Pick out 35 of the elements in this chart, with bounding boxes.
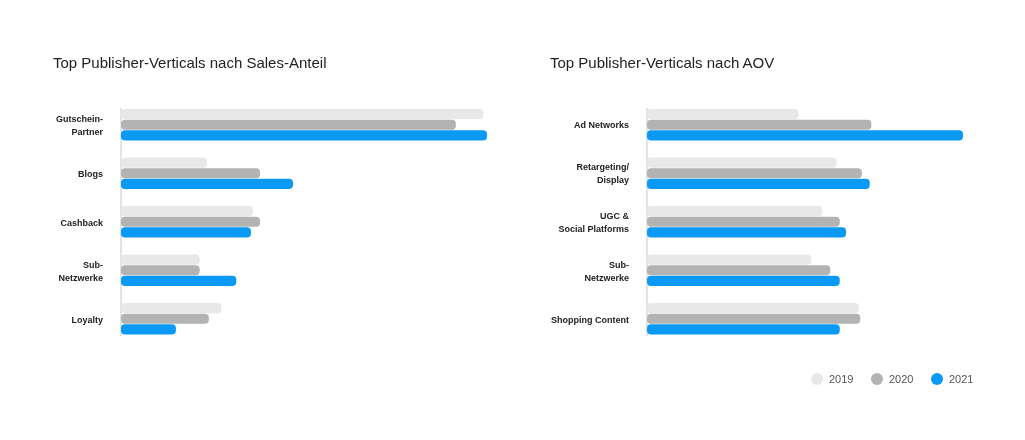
legend-label: 2021 <box>949 373 974 385</box>
legend-label: 2020 <box>889 373 914 385</box>
y-tick-label: Cashback <box>60 217 104 228</box>
bar <box>647 168 862 179</box>
y-tick-label: Retargeting/ Display <box>576 162 630 186</box>
bar <box>121 130 487 141</box>
y-tick-label: Ad Networks <box>573 120 629 131</box>
bar <box>647 313 861 324</box>
bar <box>121 275 237 287</box>
bar <box>647 265 831 276</box>
bar <box>647 130 963 141</box>
bar <box>647 216 840 227</box>
legend-label: 2019 <box>829 373 854 385</box>
y-tick-label: Blogs <box>77 168 103 179</box>
bar <box>121 168 261 179</box>
bar <box>647 324 840 335</box>
y-tick-label: Sub-Netzwerke <box>58 259 103 283</box>
y-tick-label: Shopping Content <box>551 314 629 325</box>
bar <box>121 313 209 324</box>
bar <box>121 265 200 276</box>
bar <box>647 227 847 238</box>
bar <box>647 119 872 130</box>
y-tick-label: Sub-Netzwerke <box>584 259 629 283</box>
bar <box>121 178 294 189</box>
bar <box>121 216 261 227</box>
bar <box>647 275 840 287</box>
bar <box>121 119 456 130</box>
chart-title: Top Publisher-Verticals nach AOV <box>550 54 775 71</box>
bar <box>647 178 870 189</box>
bar <box>121 227 251 238</box>
y-tick-label: Loyalty <box>71 314 103 325</box>
y-tick-label: UGC & Social Platforms <box>558 211 630 234</box>
chart-title: Top Publisher-Verticals nach Sales-Anteil <box>53 54 327 71</box>
bar <box>121 324 176 335</box>
y-tick-label: Gutschein-Partner <box>55 113 104 137</box>
